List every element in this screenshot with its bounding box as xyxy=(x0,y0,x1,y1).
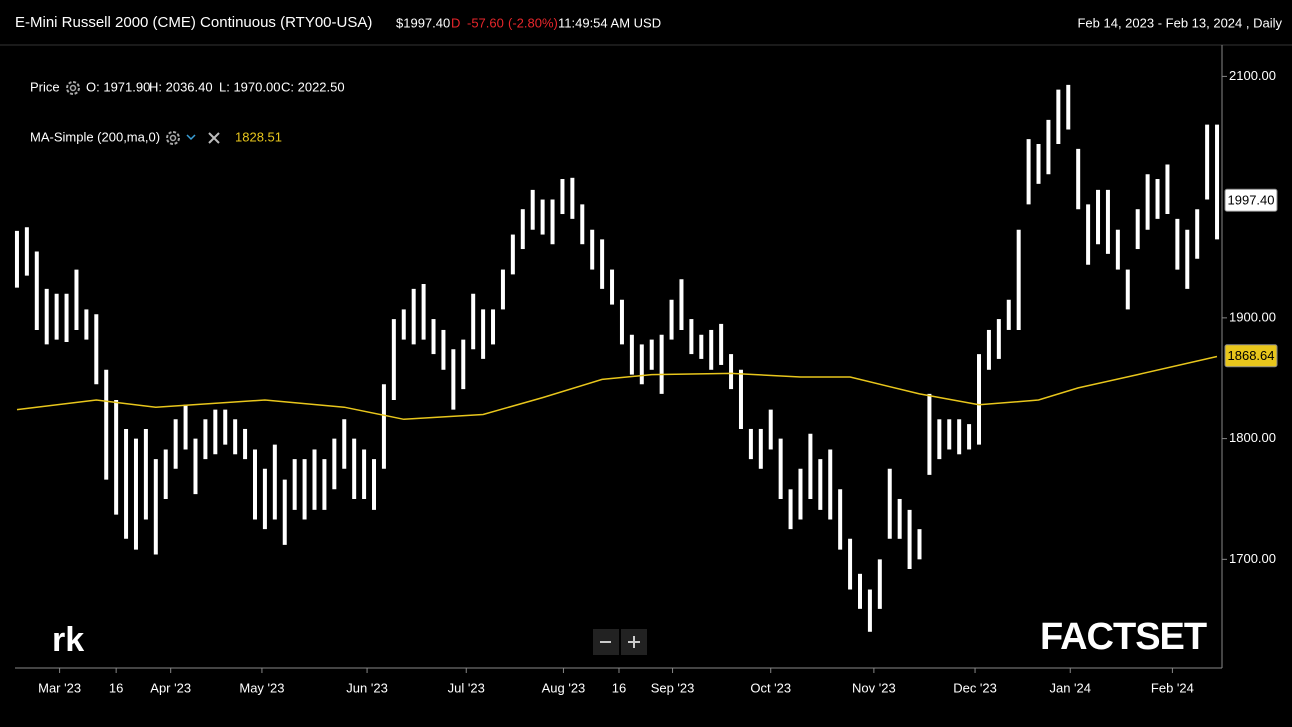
flag: D xyxy=(451,15,460,30)
legend-price: Price xyxy=(30,79,60,94)
x-tick-label: 16 xyxy=(612,680,626,695)
close-icon[interactable] xyxy=(208,132,220,144)
chevron[interactable] xyxy=(186,134,196,141)
x-tick-label: Aug '23 xyxy=(542,680,586,695)
x-tick-label: Jun '23 xyxy=(346,680,388,695)
y-tick-label: 2100.00 xyxy=(1229,68,1276,83)
legend-ma: MA-Simple (200,ma,0) xyxy=(30,129,160,144)
change: -57.60 xyxy=(467,15,504,30)
price-marker-label: 1868.64 xyxy=(1228,348,1275,363)
settings-icon[interactable] xyxy=(66,81,80,95)
legend-close: C: 2022.50 xyxy=(281,79,345,94)
logo: rk xyxy=(52,621,84,659)
x-tick-label: May '23 xyxy=(239,680,284,695)
date-range: Feb 14, 2023 - Feb 13, 2024 , Daily xyxy=(1077,15,1282,30)
y-tick-label: 1700.00 xyxy=(1229,551,1276,566)
x-tick-label: Jul '23 xyxy=(448,680,485,695)
price-marker-box xyxy=(1224,344,1278,368)
moving-average xyxy=(16,355,1218,421)
last-price: $1997.40 xyxy=(396,15,450,30)
zoom-controls xyxy=(593,629,647,655)
brand: FACTSET xyxy=(1040,616,1207,658)
x-tick-label: Apr '23 xyxy=(150,680,191,695)
chart-title: E-Mini Russell 2000 (CME) Continuous (RT… xyxy=(15,14,372,31)
x-tick-label: 16 xyxy=(109,680,123,695)
x-tick-label: Mar '23 xyxy=(38,680,81,695)
y-tick-label: 1800.00 xyxy=(1229,430,1276,445)
legend-low: L: 1970.00 xyxy=(219,79,280,94)
change-pct: (-2.80%) xyxy=(508,15,558,30)
legend-ma-value: 1828.51 xyxy=(235,129,282,144)
x-tick-label: Feb '24 xyxy=(1151,680,1194,695)
x-tick-label: Nov '23 xyxy=(852,680,896,695)
price-marker-label: 1997.40 xyxy=(1228,193,1275,208)
price-marker-box xyxy=(1224,188,1278,212)
x-tick-label: Jan '24 xyxy=(1049,680,1091,695)
x-tick-label: Oct '23 xyxy=(750,680,791,695)
legend-open: O: 1971.90 xyxy=(86,79,150,94)
x-tick-label: Dec '23 xyxy=(953,680,997,695)
x-tick-label: Sep '23 xyxy=(651,680,695,695)
y-tick-label: 1900.00 xyxy=(1229,309,1276,324)
legend-high: H: 2036.40 xyxy=(149,79,213,94)
time: 11:49:54 AM USD xyxy=(558,15,661,30)
settings-icon[interactable] xyxy=(166,131,180,145)
